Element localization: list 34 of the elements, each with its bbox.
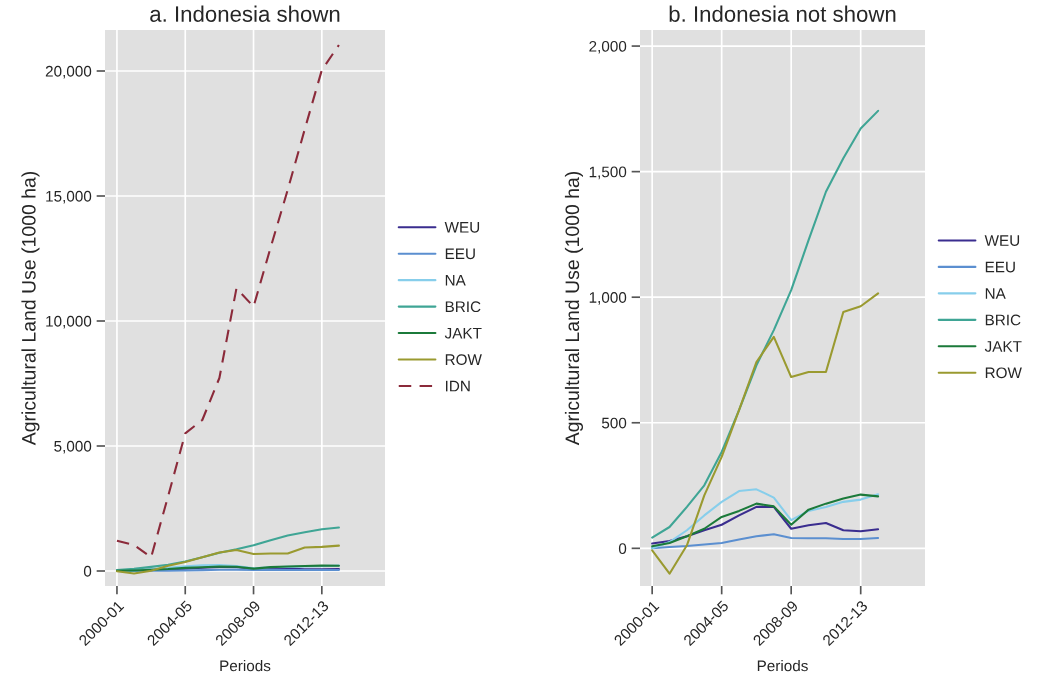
- legend-label: BRIC: [445, 301, 481, 313]
- y-tick-label: 0: [83, 565, 92, 577]
- line-series: [651, 292, 880, 575]
- y-axis-title: Agricultural Land Use (1000 ha): [564, 171, 584, 446]
- legend-label: IDN: [445, 380, 470, 392]
- y-tick-label: 15,000: [46, 190, 92, 204]
- legend-label: JAKT: [444, 327, 482, 339]
- y-axis-title: Agricultural Land Use (1000 ha): [21, 171, 40, 446]
- y-tick-label: 1,500: [589, 166, 627, 180]
- y-tick-label: 0: [618, 543, 627, 555]
- y-tick-label: 20,000: [45, 65, 92, 79]
- legend-label: NA: [985, 288, 1006, 299]
- chart-title: b. Indonesia not shown: [669, 5, 896, 22]
- y-tick-label: 500: [601, 417, 627, 429]
- x-axis-title: Periods: [757, 660, 808, 672]
- legend-label: EEU: [985, 261, 1015, 273]
- legend-label: EEU: [445, 248, 475, 260]
- y-tick-label: 10,000: [46, 315, 92, 329]
- legend-label: WEU: [984, 235, 1020, 246]
- legend-label: ROW: [445, 354, 482, 366]
- line-series: [115, 544, 340, 575]
- y-tick-label: 1,000: [589, 292, 627, 305]
- legend-label: BRIC: [985, 314, 1021, 326]
- legend-label: ROW: [985, 367, 1022, 379]
- line-series: [651, 505, 880, 545]
- y-tick-label: 2,000: [589, 40, 627, 54]
- legend-label: JAKT: [984, 341, 1022, 352]
- line-series: [651, 109, 880, 539]
- y-tick-label: 5,000: [54, 440, 92, 454]
- chart-title: a. Indonesia shown: [150, 5, 340, 22]
- legend-label: NA: [445, 274, 466, 286]
- x-axis-title: Periods: [220, 660, 271, 672]
- line-series: [115, 526, 340, 571]
- legend-label: WEU: [444, 222, 480, 233]
